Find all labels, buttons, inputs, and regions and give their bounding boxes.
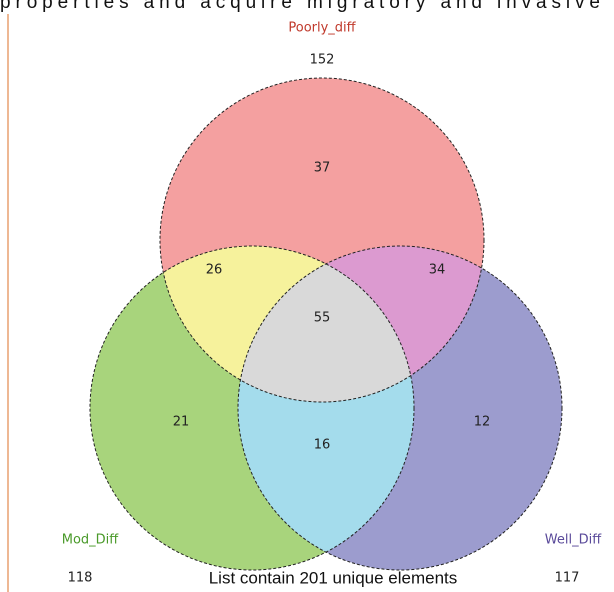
circle-outline bbox=[89, 245, 415, 571]
region-count: 16 bbox=[314, 438, 331, 453]
region-count: 21 bbox=[173, 415, 190, 430]
region-count: 34 bbox=[429, 263, 446, 278]
region-count: 55 bbox=[314, 311, 331, 326]
set-name: Poorly_diff bbox=[288, 21, 356, 36]
set-name: Mod_Diff bbox=[62, 533, 120, 548]
set-total: 117 bbox=[555, 571, 580, 586]
set-total: 152 bbox=[310, 53, 335, 68]
caption: List contain 201 unique elements bbox=[209, 568, 458, 587]
region-count: 37 bbox=[314, 161, 331, 176]
circle-outline bbox=[159, 77, 485, 403]
region-count: 12 bbox=[474, 415, 491, 430]
set-total: 118 bbox=[68, 571, 93, 586]
center-region bbox=[238, 246, 414, 402]
circle-outline bbox=[237, 245, 563, 571]
set-name: Well_Diff bbox=[545, 533, 602, 548]
region-count: 26 bbox=[206, 263, 223, 278]
cut-off-text: properties and acquire migratory and inv… bbox=[0, 0, 600, 13]
